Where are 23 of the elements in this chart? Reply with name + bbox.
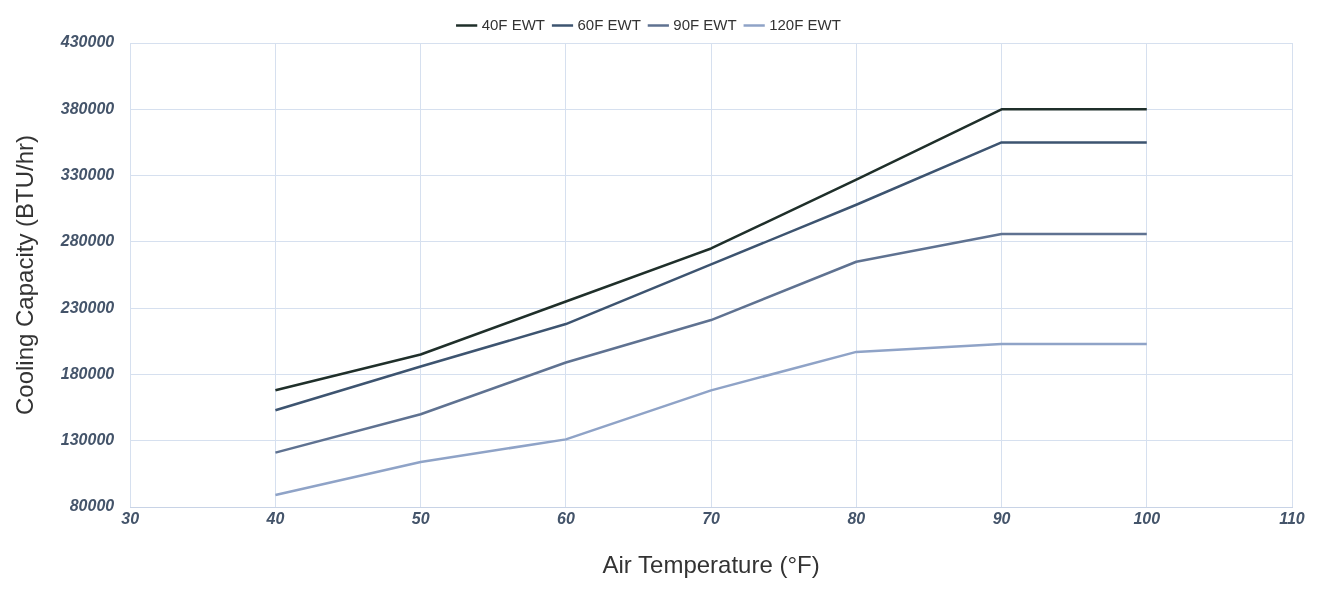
y-tick-label: 280000 (59, 232, 115, 250)
x-tick-label: 90 (992, 510, 1011, 528)
y-tick-label: 130000 (60, 431, 115, 449)
y-axis-title: Cooling Capacity (BTU/hr) (11, 134, 39, 416)
legend-label: 90F EWT (673, 15, 737, 33)
y-tick-label: 380000 (60, 99, 115, 117)
x-tick-label: 80 (847, 510, 866, 528)
legend-label: 60F EWT (577, 15, 641, 33)
x-axis-title: Air Temperature (°F) (602, 551, 820, 579)
y-tick-label: 180000 (60, 364, 115, 382)
y-tick-label: 80000 (69, 497, 115, 515)
x-tick-label: 50 (411, 510, 430, 528)
x-tick-label: 110 (1279, 510, 1305, 528)
y-tick-label: 430000 (59, 33, 115, 51)
legend-label: 120F EWT (769, 15, 841, 33)
x-tick-label: 60 (556, 510, 575, 528)
x-tick-label: 30 (121, 510, 140, 528)
y-tick-label: 330000 (60, 165, 115, 183)
x-tick-label: 100 (1133, 510, 1161, 528)
x-tick-label: 70 (702, 510, 721, 528)
legend-label: 40F EWT (481, 15, 545, 33)
x-tick-label: 40 (265, 510, 285, 528)
y-tick-label: 230000 (59, 298, 115, 316)
